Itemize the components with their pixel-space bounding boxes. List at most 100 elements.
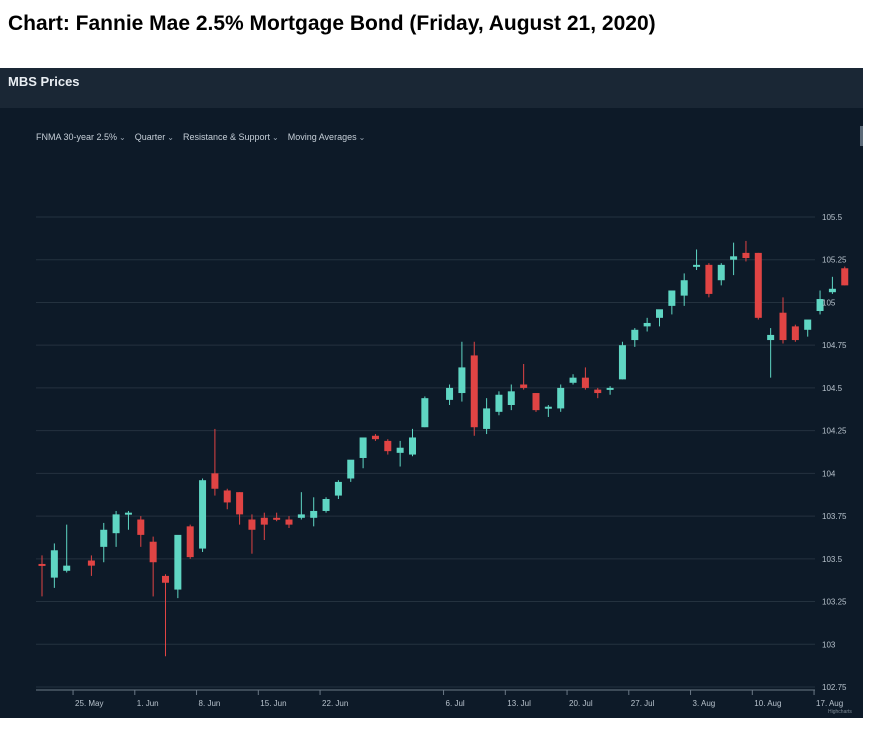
- x-tick-label: 15. Jun: [260, 699, 286, 708]
- panel-header: MBS Prices: [0, 68, 863, 108]
- candle-body: [174, 534, 182, 590]
- candle-body: [347, 459, 355, 479]
- candle[interactable]: [137, 516, 145, 547]
- candle[interactable]: [359, 437, 367, 469]
- y-tick-label: 104: [822, 469, 836, 478]
- chevron-down-icon: ⌄: [167, 132, 174, 142]
- candle[interactable]: [483, 398, 491, 435]
- candle[interactable]: [322, 497, 330, 513]
- candle-body: [680, 280, 688, 296]
- candle-body: [322, 499, 330, 511]
- candle[interactable]: [124, 510, 132, 530]
- candle[interactable]: [174, 534, 182, 599]
- candle[interactable]: [112, 510, 120, 547]
- candle[interactable]: [569, 374, 577, 385]
- candle[interactable]: [594, 387, 602, 399]
- candle[interactable]: [236, 492, 244, 525]
- candle[interactable]: [50, 543, 58, 588]
- candle[interactable]: [618, 341, 626, 380]
- x-tick-label: 3. Aug: [693, 699, 716, 708]
- candle[interactable]: [668, 290, 676, 315]
- candle[interactable]: [162, 574, 169, 657]
- candle[interactable]: [828, 276, 836, 294]
- period-dropdown-label: Quarter: [134, 132, 166, 142]
- candle[interactable]: [273, 512, 281, 522]
- candle-body: [310, 510, 318, 518]
- candle[interactable]: [730, 242, 738, 276]
- candle-body: [779, 312, 787, 341]
- candle[interactable]: [705, 263, 713, 298]
- moving-averages-dropdown-label: Moving Averages: [287, 132, 357, 142]
- period-dropdown[interactable]: Quarter ⌄: [135, 132, 174, 142]
- candle[interactable]: [384, 439, 392, 455]
- candle[interactable]: [285, 516, 293, 529]
- candle[interactable]: [606, 386, 614, 395]
- candle[interactable]: [421, 396, 429, 428]
- candle-body: [421, 398, 429, 428]
- candle[interactable]: [371, 434, 379, 441]
- candle[interactable]: [248, 514, 256, 554]
- candle[interactable]: [804, 319, 812, 337]
- candle[interactable]: [63, 524, 71, 573]
- candle[interactable]: [557, 384, 565, 412]
- candle[interactable]: [199, 478, 207, 552]
- resistance-support-dropdown[interactable]: Resistance & Support ⌄: [183, 132, 279, 142]
- chart-toolbar: FNMA 30-year 2.5% ⌄ Quarter ⌄ Resistance…: [36, 132, 374, 142]
- candle-body: [581, 377, 589, 388]
- candle-body: [162, 575, 169, 583]
- candle[interactable]: [100, 522, 108, 563]
- candle[interactable]: [458, 341, 466, 402]
- candle-body: [409, 437, 416, 455]
- candle[interactable]: [87, 555, 95, 576]
- x-tick-label: 10. Aug: [754, 699, 781, 708]
- candle[interactable]: [396, 440, 404, 467]
- candle[interactable]: [260, 512, 268, 541]
- candle[interactable]: [631, 328, 639, 347]
- candle[interactable]: [816, 290, 824, 315]
- candle[interactable]: [310, 497, 318, 527]
- y-tick-label: 103: [822, 640, 836, 649]
- candle[interactable]: [223, 488, 231, 510]
- candles: [38, 240, 849, 657]
- candle[interactable]: [841, 266, 849, 286]
- moving-averages-dropdown[interactable]: Moving Averages ⌄: [288, 132, 366, 142]
- candle[interactable]: [754, 252, 762, 320]
- candle[interactable]: [656, 309, 663, 327]
- candle-body: [656, 309, 663, 318]
- candle[interactable]: [693, 249, 701, 270]
- candle[interactable]: [38, 555, 46, 597]
- candle[interactable]: [334, 480, 342, 499]
- instrument-dropdown[interactable]: FNMA 30-year 2.5% ⌄: [36, 132, 126, 142]
- candle-body: [730, 256, 738, 260]
- candle-body: [804, 319, 812, 330]
- candle[interactable]: [742, 240, 750, 262]
- candle-body: [236, 492, 244, 515]
- candle[interactable]: [495, 391, 503, 416]
- chevron-down-icon: ⌄: [358, 132, 366, 142]
- y-tick-label: 105.25: [822, 256, 847, 265]
- candle-body: [260, 517, 268, 525]
- candle-body: [50, 550, 58, 578]
- candle[interactable]: [470, 341, 478, 436]
- candle[interactable]: [717, 263, 725, 286]
- candle[interactable]: [791, 324, 799, 342]
- candle[interactable]: [297, 492, 305, 520]
- candle[interactable]: [446, 384, 454, 405]
- candle[interactable]: [532, 393, 540, 412]
- candle[interactable]: [347, 459, 355, 482]
- candle-body: [371, 435, 379, 440]
- candle[interactable]: [680, 273, 688, 306]
- candle[interactable]: [581, 367, 589, 390]
- candle[interactable]: [643, 317, 651, 332]
- candle[interactable]: [409, 428, 416, 457]
- candle[interactable]: [211, 428, 219, 496]
- candle[interactable]: [544, 405, 552, 417]
- candle[interactable]: [767, 328, 775, 378]
- scrollbar[interactable]: [860, 126, 863, 146]
- candle[interactable]: [507, 384, 515, 411]
- candle-body: [705, 264, 713, 294]
- candle[interactable]: [520, 363, 528, 390]
- candle[interactable]: [779, 297, 787, 344]
- candle[interactable]: [186, 524, 194, 559]
- candle[interactable]: [149, 536, 157, 597]
